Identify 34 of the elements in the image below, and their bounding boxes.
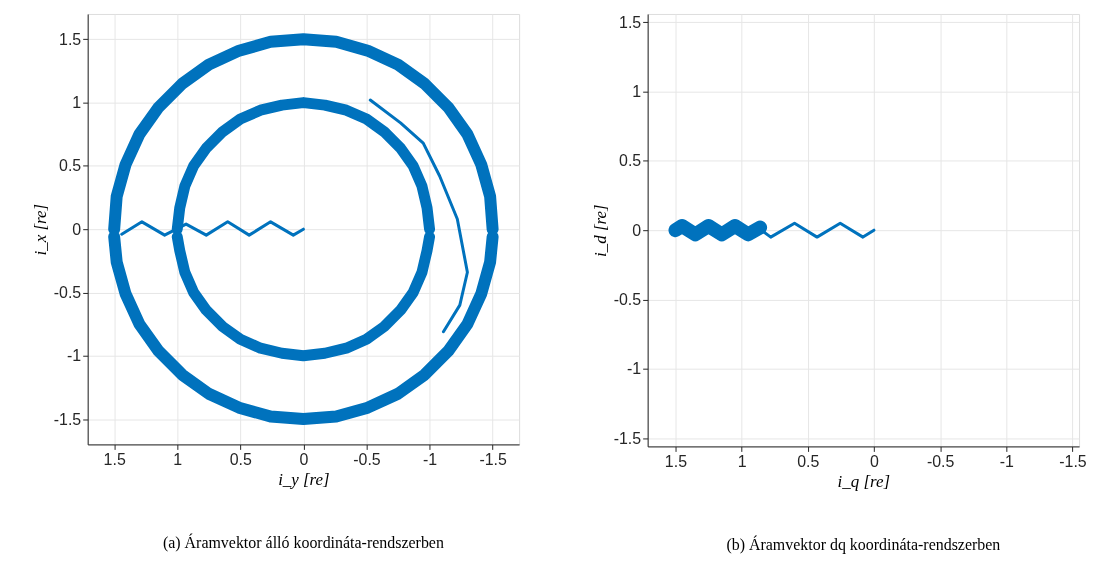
x-tick-label: 0.5: [229, 450, 253, 468]
text: (b) Áramvektor dq koordináta-rendszerben: [726, 535, 1001, 555]
y-tick-label: 1: [632, 83, 642, 101]
y-tick-label: 1.5: [59, 30, 82, 48]
y-tick-label: -0.5: [53, 283, 82, 301]
x-axis-title: i_q [re]: [837, 471, 891, 491]
y-tick-label: -0.5: [613, 290, 642, 308]
x-tick-label: 0.5: [797, 452, 820, 470]
x-tick-label: -0.5: [353, 450, 381, 468]
x-tick-label: 1.5: [103, 450, 126, 468]
y-tick-label: 0.5: [59, 157, 82, 175]
y-tick-label: -1.5: [53, 410, 82, 428]
y-tick-label: -1: [627, 360, 642, 378]
x-tick-label: -0.5: [926, 452, 955, 470]
x-tick-label: -1.5: [479, 450, 507, 468]
y-tick-label: -1: [67, 347, 82, 365]
y-tick-label: 1: [72, 94, 82, 112]
x-tick-label: -1: [422, 450, 438, 468]
y-tick-label: 0: [632, 221, 642, 239]
x-tick-label: 1: [737, 452, 747, 470]
text: (a) Áramvektor álló koordináta-rendszerben: [162, 533, 444, 553]
y-tick-label: 1.5: [619, 13, 642, 31]
x-tick-label: 1.5: [664, 452, 688, 470]
y-axis-title: i_x [re]: [30, 203, 50, 256]
y-axis-title: i_d [re]: [590, 204, 610, 257]
y-tick-label: -1.5: [613, 429, 642, 447]
x-tick-label: -1.5: [1059, 452, 1087, 470]
x-axis-title: i_y [re]: [278, 469, 330, 489]
y-tick-label: 0: [72, 220, 82, 238]
x-tick-label: 0: [870, 452, 880, 470]
x-tick-label: -1: [999, 452, 1015, 470]
y-tick-label: 0.5: [619, 152, 642, 170]
x-tick-label: 1: [173, 450, 183, 468]
x-tick-label: 0: [299, 450, 309, 468]
